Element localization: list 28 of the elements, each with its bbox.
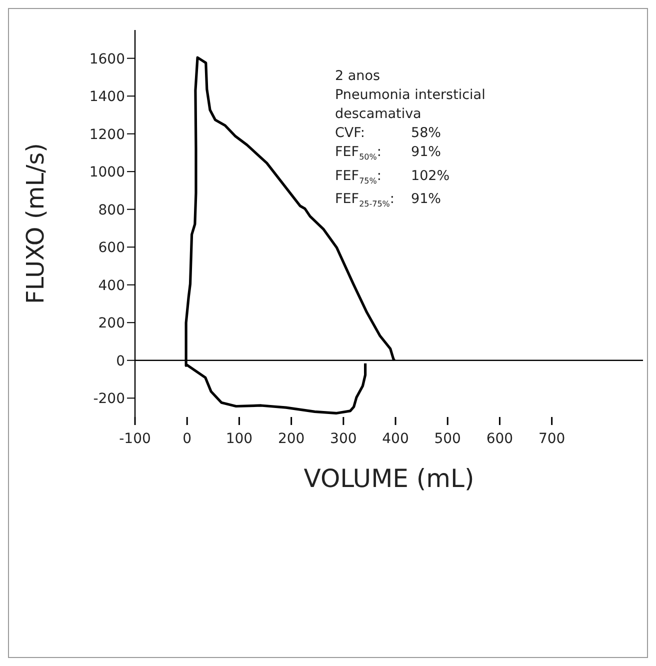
text: CVF: 58% — [335, 125, 442, 141]
x-axis-title: VOLUME (mL) — [304, 464, 474, 493]
y-axis-title: FLUXO (mL/s) — [22, 142, 50, 304]
annotation: descamativa — [335, 105, 422, 124]
y-tick-label: 1600 — [89, 51, 125, 68]
x-tick-label: 0 — [182, 430, 192, 447]
x-tick-label: 200 — [278, 430, 305, 447]
x-tick-label: 600 — [486, 430, 514, 447]
annotation: 2 anos — [335, 67, 382, 86]
x-tick-label: 300 — [330, 430, 357, 447]
y-tick-label: -200 — [93, 391, 125, 408]
y-tick-label: 1200 — [89, 126, 125, 143]
y-tick-label: 400 — [98, 278, 125, 294]
text: FEF$_{75%}$: 102% — [335, 168, 450, 186]
x-tick-label: -100 — [119, 430, 151, 447]
y-tick-label: 0 — [116, 353, 125, 370]
text: FEF$_{50%}$: 91% — [335, 144, 442, 162]
x-tick-label: 100 — [226, 430, 253, 447]
y-tick-label: 600 — [98, 240, 125, 256]
x-tick-label: 500 — [434, 430, 461, 447]
text: FEF$_{25-75%}$: 91% — [335, 191, 442, 210]
y-tick-label: 1400 — [89, 89, 125, 106]
annotation: Pneumonia intersticial — [335, 86, 486, 105]
x-tick-label: 400 — [382, 430, 409, 447]
y-tick-label: 800 — [98, 202, 125, 218]
x-tick-label: 700 — [538, 430, 566, 447]
y-tick-label: 1000 — [89, 164, 125, 181]
y-tick-label: 200 — [98, 316, 125, 332]
